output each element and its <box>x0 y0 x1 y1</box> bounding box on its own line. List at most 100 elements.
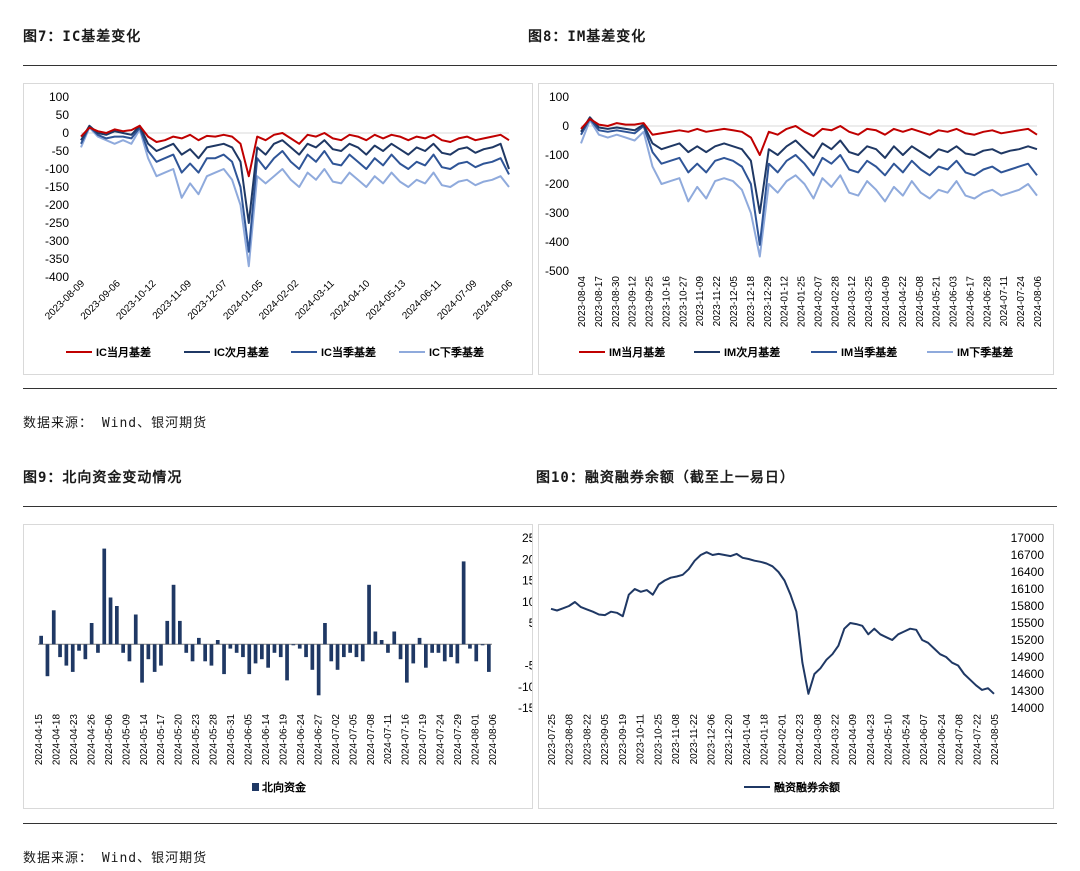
y-tick-label: 50 <box>56 108 70 122</box>
x-tick-label: 2024-05-20 <box>174 714 185 766</box>
x-tick-label: 2024-05-14 <box>139 714 150 766</box>
bar <box>108 597 113 645</box>
x-tick-label: 2024-07-16 <box>401 714 412 766</box>
x-tick-label: 2024-04-09 <box>881 276 892 328</box>
legend-label: IM下季基差 <box>957 345 1013 359</box>
x-tick-label: 2023-08-04 <box>577 276 588 328</box>
bar <box>152 644 157 672</box>
x-tick-label: 2024-04-18 <box>51 714 62 766</box>
ic-chart-panel: 100 50 0 -50 -100 -150 -200 -250 -300 -350 -400 202… <box>23 83 533 375</box>
bar <box>430 644 434 653</box>
x-tick-label: 2024-04-22 <box>898 276 909 328</box>
bar <box>379 640 384 645</box>
x-tick-label: 2024-03-08 <box>813 714 824 766</box>
legend-label: IM当季基差 <box>841 345 897 359</box>
bar <box>197 637 201 645</box>
bar <box>58 644 62 658</box>
bar <box>96 644 100 653</box>
y-tick-label: -100 <box>518 680 532 694</box>
y-tick-label: -500 <box>545 264 569 278</box>
bar <box>360 644 365 662</box>
series-line <box>80 124 510 224</box>
y-tick-label: 100 <box>549 90 569 104</box>
y-tick-label: -50 <box>525 659 532 673</box>
bar <box>424 644 428 668</box>
bar <box>367 584 371 645</box>
x-tick-label: 2023-12-20 <box>724 714 735 766</box>
x-tick-label: 2024-06-14 <box>261 714 272 766</box>
source-note-bottom: 数据来源： Wind、银河期货 <box>23 851 208 866</box>
legend-label: IM次月基差 <box>724 345 780 359</box>
x-tick-label: 2024-06-07 <box>919 714 930 766</box>
x-tick-label: 2024-05-21 <box>932 276 943 328</box>
x-tick-label: 2024-05-10 <box>884 714 895 766</box>
x-tick-label: 2023-10-16 <box>661 276 672 328</box>
bar <box>455 644 460 664</box>
x-tick-label: 2024-07-05 <box>348 714 359 766</box>
y-tick-label: -150 <box>45 180 69 194</box>
x-tick-label: 2023-09-05 <box>600 714 611 766</box>
y-tick-label: 14900 <box>1011 650 1045 664</box>
bar <box>480 644 485 646</box>
y-tick-label: -300 <box>545 206 569 220</box>
y-tick-label: 15800 <box>1011 599 1045 613</box>
x-tick-label: 2024-05-08 <box>915 276 926 328</box>
x-tick-label: 2023-11-22 <box>712 276 723 327</box>
bar <box>323 623 327 645</box>
x-tick-label: 2024-01-18 <box>760 714 771 766</box>
im-chart: 100 0 -100 -200 -300 -400 -500 2023-08-04 2023-0… <box>545 90 1044 359</box>
x-tick-label: 2024-06-24 <box>937 714 948 766</box>
x-tick-label: 2024-05-31 <box>226 714 237 766</box>
source-note-top: 数据来源： Wind、银河期货 <box>23 416 208 431</box>
series-line <box>550 551 995 695</box>
bar <box>329 644 334 662</box>
x-tick-label: 2024-02-23 <box>795 714 806 766</box>
bar <box>184 644 189 653</box>
bar <box>39 635 43 645</box>
x-tick-label: 2024-03-22 <box>831 714 842 766</box>
bar <box>354 644 359 658</box>
x-tick-label: 2024-03-12 <box>847 276 858 328</box>
fig10-title: 图10：融资融券余额（截至上一易日） <box>536 470 795 486</box>
x-tick-label: 2023-09-12 <box>628 276 639 328</box>
y-tick-label: -400 <box>545 235 569 249</box>
x-tick-label: 2024-07-24 <box>436 714 447 766</box>
y-tick-label: 14600 <box>1011 667 1045 681</box>
bar <box>165 620 170 645</box>
x-tick-label: 2024-05-24 <box>901 714 912 766</box>
ic-chart: 100500-50-100-150-200-250-300-350-400202… <box>43 90 515 359</box>
x-tick-label: 2024-07-11 <box>999 276 1010 327</box>
y-tick-label: 14300 <box>1011 684 1045 698</box>
bar <box>171 584 176 645</box>
x-tick-label: 2024-06-24 <box>296 714 307 766</box>
bar <box>121 644 125 653</box>
bar <box>405 644 409 683</box>
x-tick-label: 2023-12-29 <box>763 276 774 328</box>
x-tick-label: 2024-08-06 <box>1033 276 1044 328</box>
x-tick-label: 2024-04-15 <box>34 714 45 766</box>
bottom-rule <box>23 823 1057 824</box>
x-tick-label: 2024-01-25 <box>797 276 808 328</box>
series-line <box>580 117 1038 156</box>
x-tick-label: 2024-07-24 <box>1016 276 1027 328</box>
legend-swatch <box>252 783 259 791</box>
x-tick-label: 2024-01-04 <box>742 714 753 766</box>
y-tick-label: -200 <box>545 177 569 191</box>
x-tick-label: 2024-05-09 <box>121 714 132 766</box>
bar <box>133 614 138 645</box>
x-tick-label: 2024-07-11 <box>383 714 394 765</box>
series-line <box>80 124 510 178</box>
y-tick-label: -50 <box>52 144 70 158</box>
x-tick-label: 2024-02-01 <box>777 714 788 766</box>
bar <box>70 644 75 672</box>
y-tick-label: -150 <box>518 701 532 715</box>
x-tick-label: 2024-08-01 <box>471 714 482 766</box>
bar <box>190 644 195 662</box>
series-line <box>580 116 1038 214</box>
bar <box>51 610 56 645</box>
x-tick-label: 2024-06-28 <box>982 276 993 328</box>
x-tick-label: 2024-06-03 <box>949 276 960 328</box>
bar <box>77 644 81 651</box>
bar <box>102 548 107 645</box>
x-tick-label: 2024-07-29 <box>453 714 464 766</box>
